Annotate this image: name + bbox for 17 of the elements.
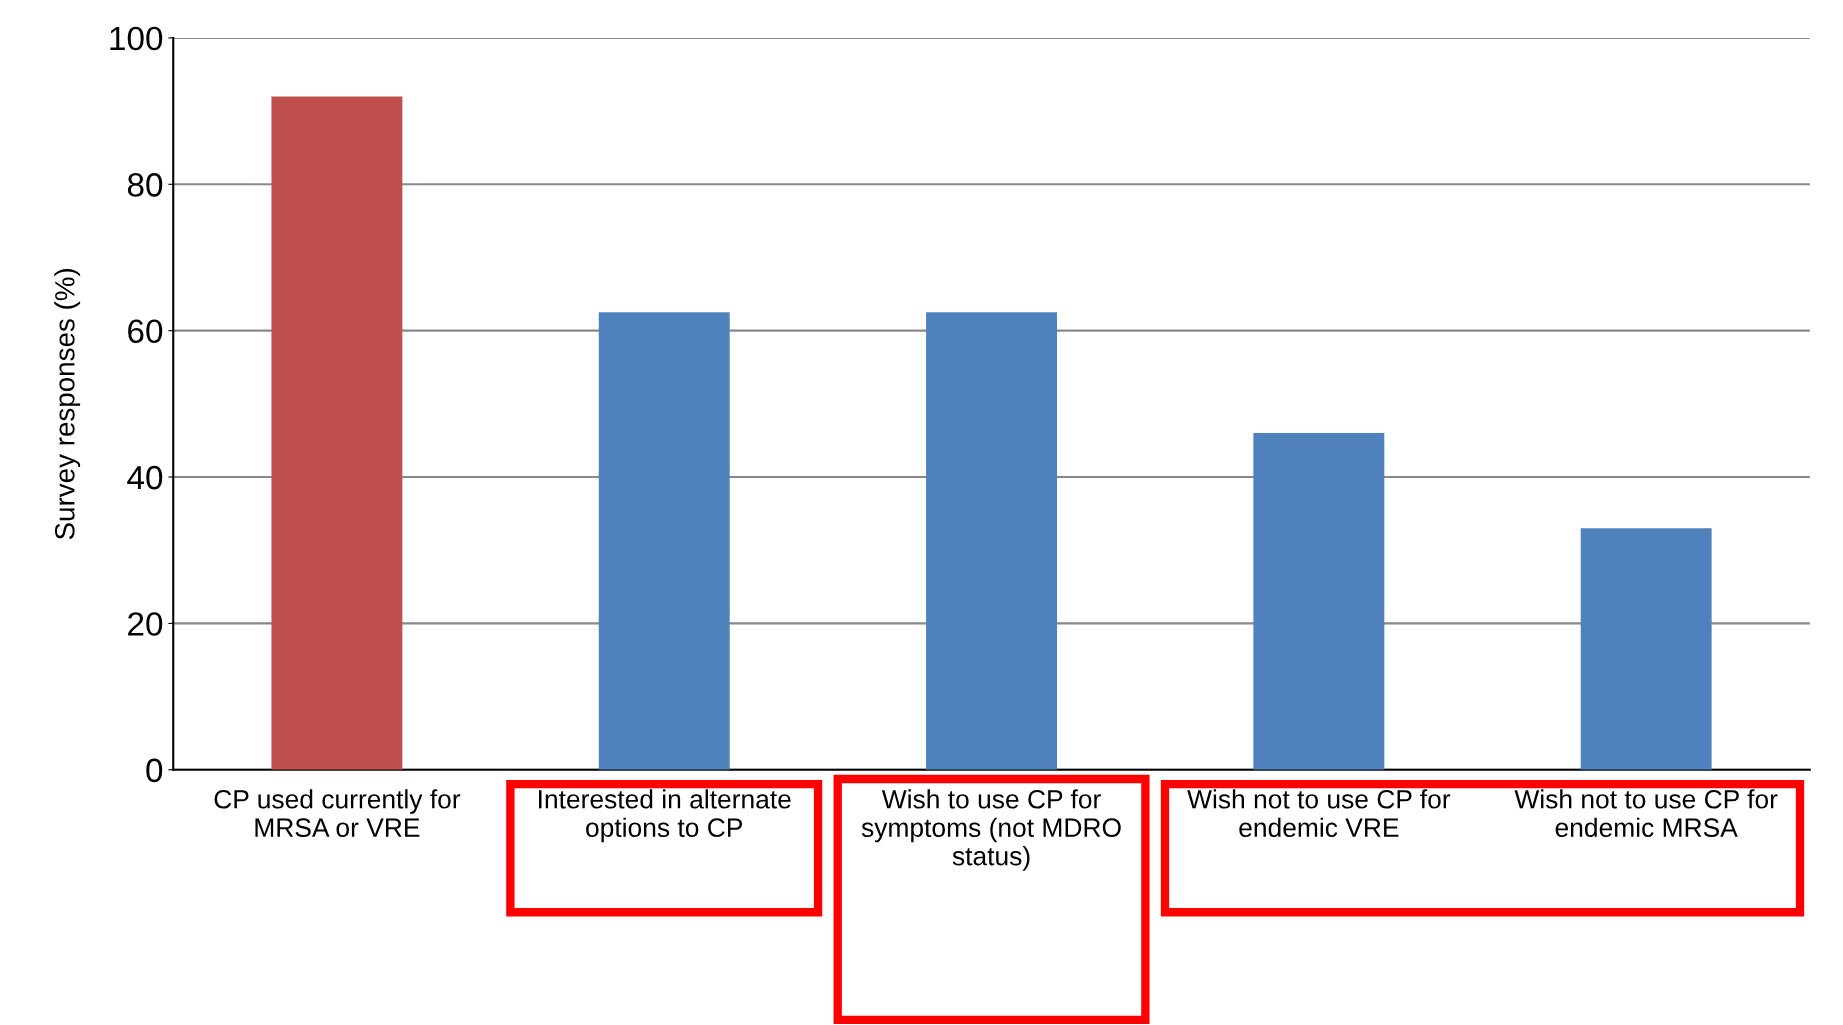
bar — [926, 312, 1057, 770]
x-tick-label: Wish not to use CP for endemic MRSA — [1514, 789, 1778, 838]
bar — [598, 312, 730, 770]
y-tick-label: 40 — [127, 465, 163, 490]
x-tick-label: Wish to use CP for symptoms (not MDRO status) — [861, 789, 1121, 871]
x-tick-label: CP used currently for MRSA or VRE — [214, 789, 461, 838]
x-tick-label: Wish not to use CP for endemic VRE — [1187, 789, 1451, 838]
y-tick-label: 20 — [128, 612, 163, 636]
y-axis-title: Survey responses (%) — [54, 268, 81, 540]
x-tick-label: Interested in alternate options to CP — [539, 789, 791, 843]
bar — [1580, 528, 1712, 770]
y-tick-label: 60 — [128, 319, 163, 344]
y-tick-label: 0 — [146, 758, 163, 783]
y-tick-label: 80 — [127, 173, 163, 197]
y-tick-label: 100 — [110, 26, 163, 51]
bar — [1253, 433, 1385, 770]
bar — [271, 96, 403, 770]
